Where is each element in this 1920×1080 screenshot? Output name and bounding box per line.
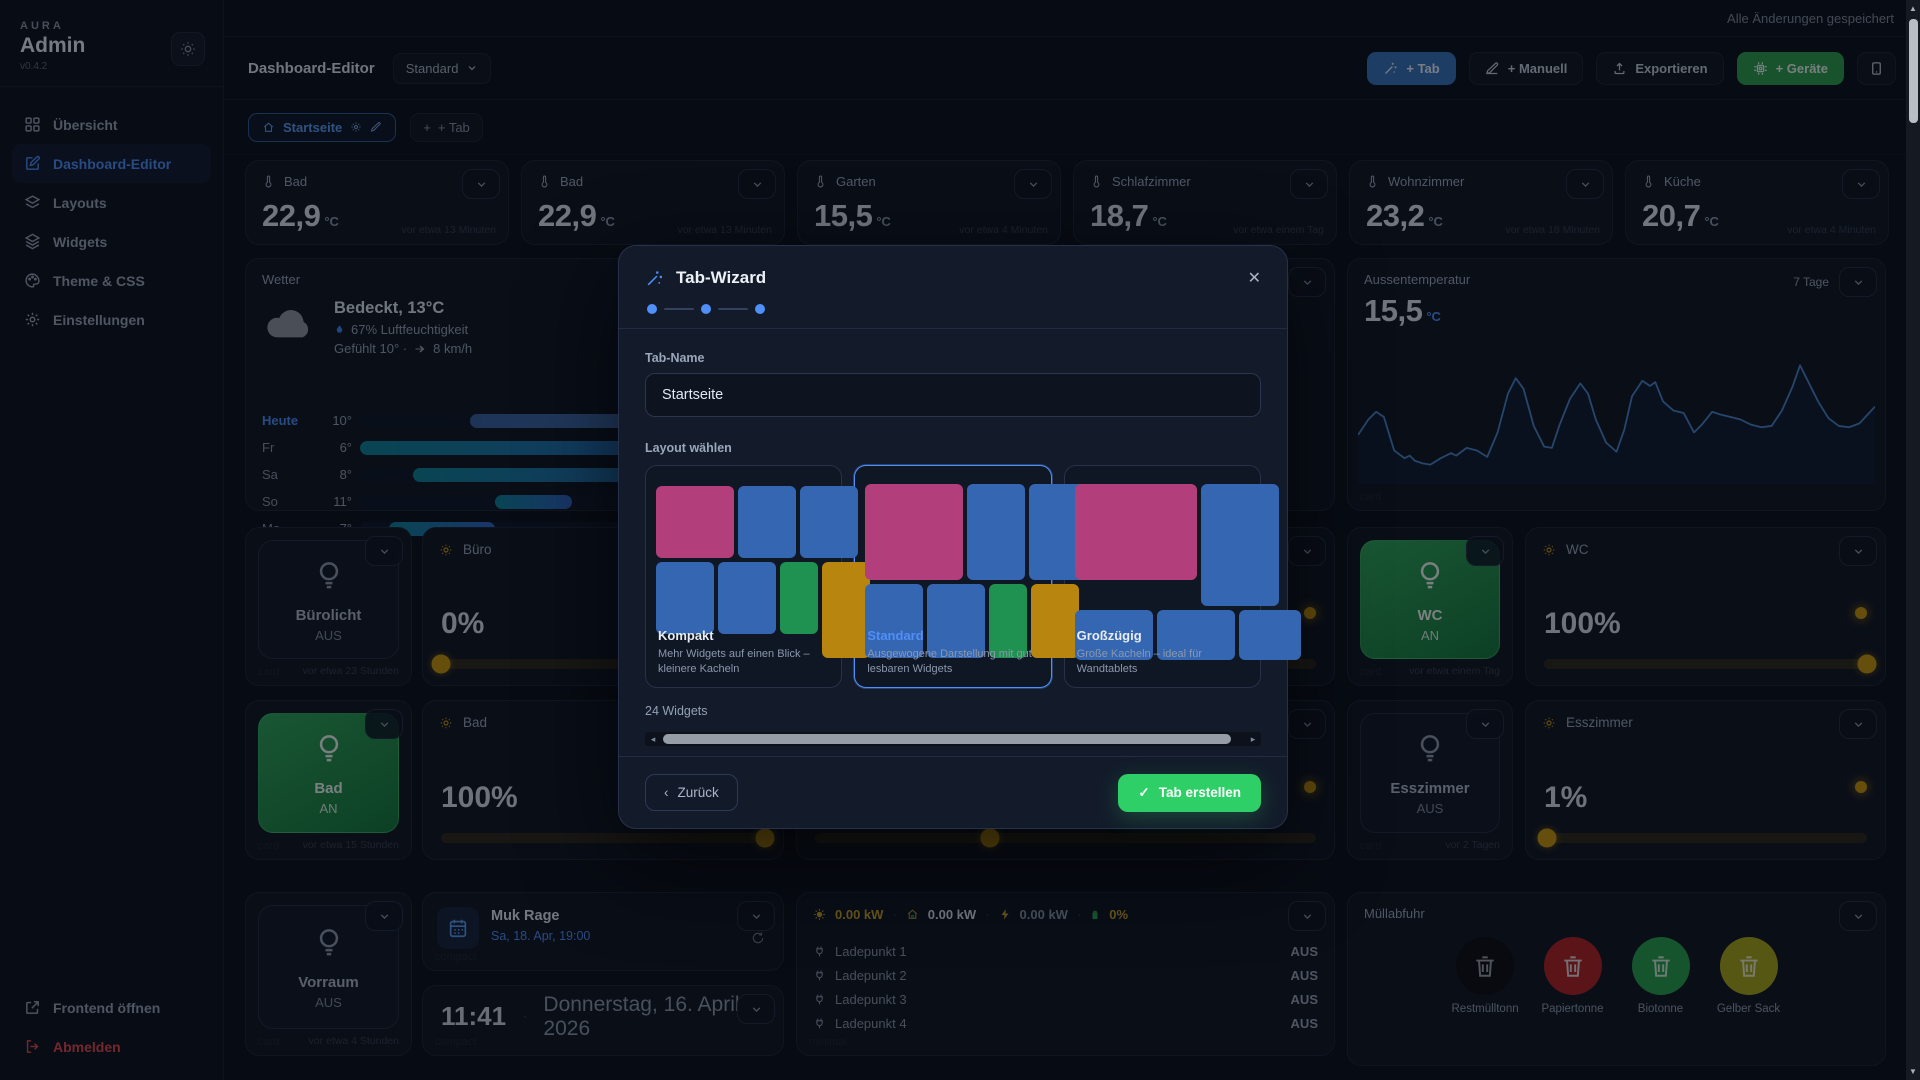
layout-option-desc: Große Kacheln – ideal für Wandtablets [1076, 648, 1203, 675]
layout-options: Kompakt Mehr Widgets auf einen Blick – k… [645, 465, 1301, 688]
tab-name-input[interactable] [645, 373, 1261, 417]
modal-title: Tab-Wizard [676, 268, 767, 287]
scrollbar-thumb[interactable] [663, 734, 1231, 744]
step-dot [701, 304, 711, 314]
step-dot [755, 304, 765, 314]
close-icon[interactable]: ✕ [1247, 270, 1261, 287]
widget-count: 24 Widgets [645, 704, 708, 718]
create-tab-button[interactable]: ✓ Tab erstellen [1118, 773, 1261, 812]
tab-wizard-modal: Tab-Wizard ✕ Tab-Name Layout wählen [618, 245, 1301, 829]
layout-label: Layout wählen [645, 441, 732, 455]
vertical-scrollbar[interactable]: ▲ ▼ [1906, 0, 1920, 1080]
back-button[interactable]: ‹ Zurück [645, 774, 738, 811]
chevron-left-icon: ‹ [664, 785, 669, 800]
scroll-down-icon[interactable]: ▼ [1909, 1067, 1917, 1076]
horizontal-scrollbar[interactable]: ◂ ▸ [645, 732, 1261, 746]
step-connector [718, 308, 748, 310]
layout-option-kompakt[interactable]: Kompakt Mehr Widgets auf einen Blick – k… [645, 465, 870, 688]
create-tab-label: Tab erstellen [1158, 785, 1241, 800]
scrollbar-track [661, 733, 1245, 745]
layout-option-desc: Mehr Widgets auf einen Blick – kleinere … [658, 648, 810, 675]
tab-name-label: Tab-Name [645, 351, 705, 365]
magic-wand-icon [645, 269, 664, 288]
step-dot [647, 304, 657, 314]
back-label: Zurück [677, 785, 719, 800]
layout-option-title: Kompakt [658, 628, 714, 643]
scroll-left-icon[interactable]: ◂ [650, 733, 656, 744]
layout-option-grosszuegig[interactable]: Großzügig Große Kacheln – ideal für Wand… [1063, 465, 1301, 688]
layout-option-title: Großzügig [1076, 628, 1142, 643]
layout-option-title: Standard [867, 628, 924, 643]
wizard-step-indicator [647, 304, 1261, 314]
layout-option-desc: Ausgewogene Darstellung mit gut lesbaren… [867, 648, 1032, 675]
check-icon: ✓ [1138, 784, 1150, 800]
step-connector [664, 308, 694, 310]
scroll-up-icon[interactable]: ▲ [1909, 4, 1917, 13]
layout-option-standard[interactable]: Standard Ausgewogene Darstellung mit gut… [854, 465, 1088, 688]
scroll-right-icon[interactable]: ▸ [1250, 733, 1256, 744]
scrollbar-thumb[interactable] [1908, 19, 1918, 123]
